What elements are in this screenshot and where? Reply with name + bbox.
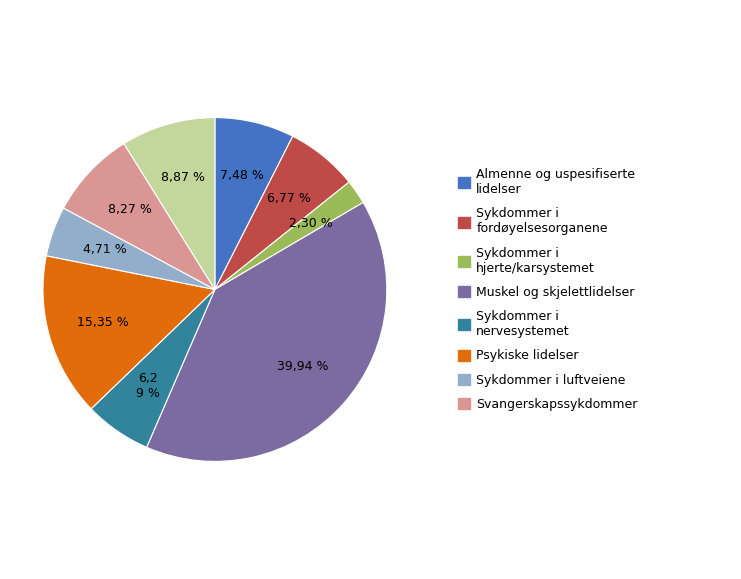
Wedge shape — [215, 136, 349, 290]
Text: 6,77 %: 6,77 % — [267, 192, 310, 206]
Wedge shape — [124, 118, 215, 290]
Legend: Almenne og uspesifiserte
lidelser, Sykdommer i
fordøyelsesorganene, Sykdommer i
: Almenne og uspesifiserte lidelser, Sykdo… — [457, 168, 638, 411]
Text: 15,35 %: 15,35 % — [77, 316, 129, 329]
Wedge shape — [43, 256, 215, 409]
Text: 6,2
9 %: 6,2 9 % — [136, 372, 160, 400]
Wedge shape — [47, 208, 215, 290]
Text: 8,87 %: 8,87 % — [161, 171, 205, 184]
Text: 4,71 %: 4,71 % — [83, 243, 127, 256]
Wedge shape — [215, 118, 293, 290]
Wedge shape — [64, 144, 215, 290]
Wedge shape — [147, 203, 387, 461]
Text: 7,48 %: 7,48 % — [220, 169, 264, 182]
Text: 8,27 %: 8,27 % — [107, 203, 152, 216]
Wedge shape — [91, 290, 215, 447]
Text: 39,94 %: 39,94 % — [276, 361, 328, 373]
Wedge shape — [215, 182, 363, 290]
Text: 2,30 %: 2,30 % — [289, 217, 333, 230]
